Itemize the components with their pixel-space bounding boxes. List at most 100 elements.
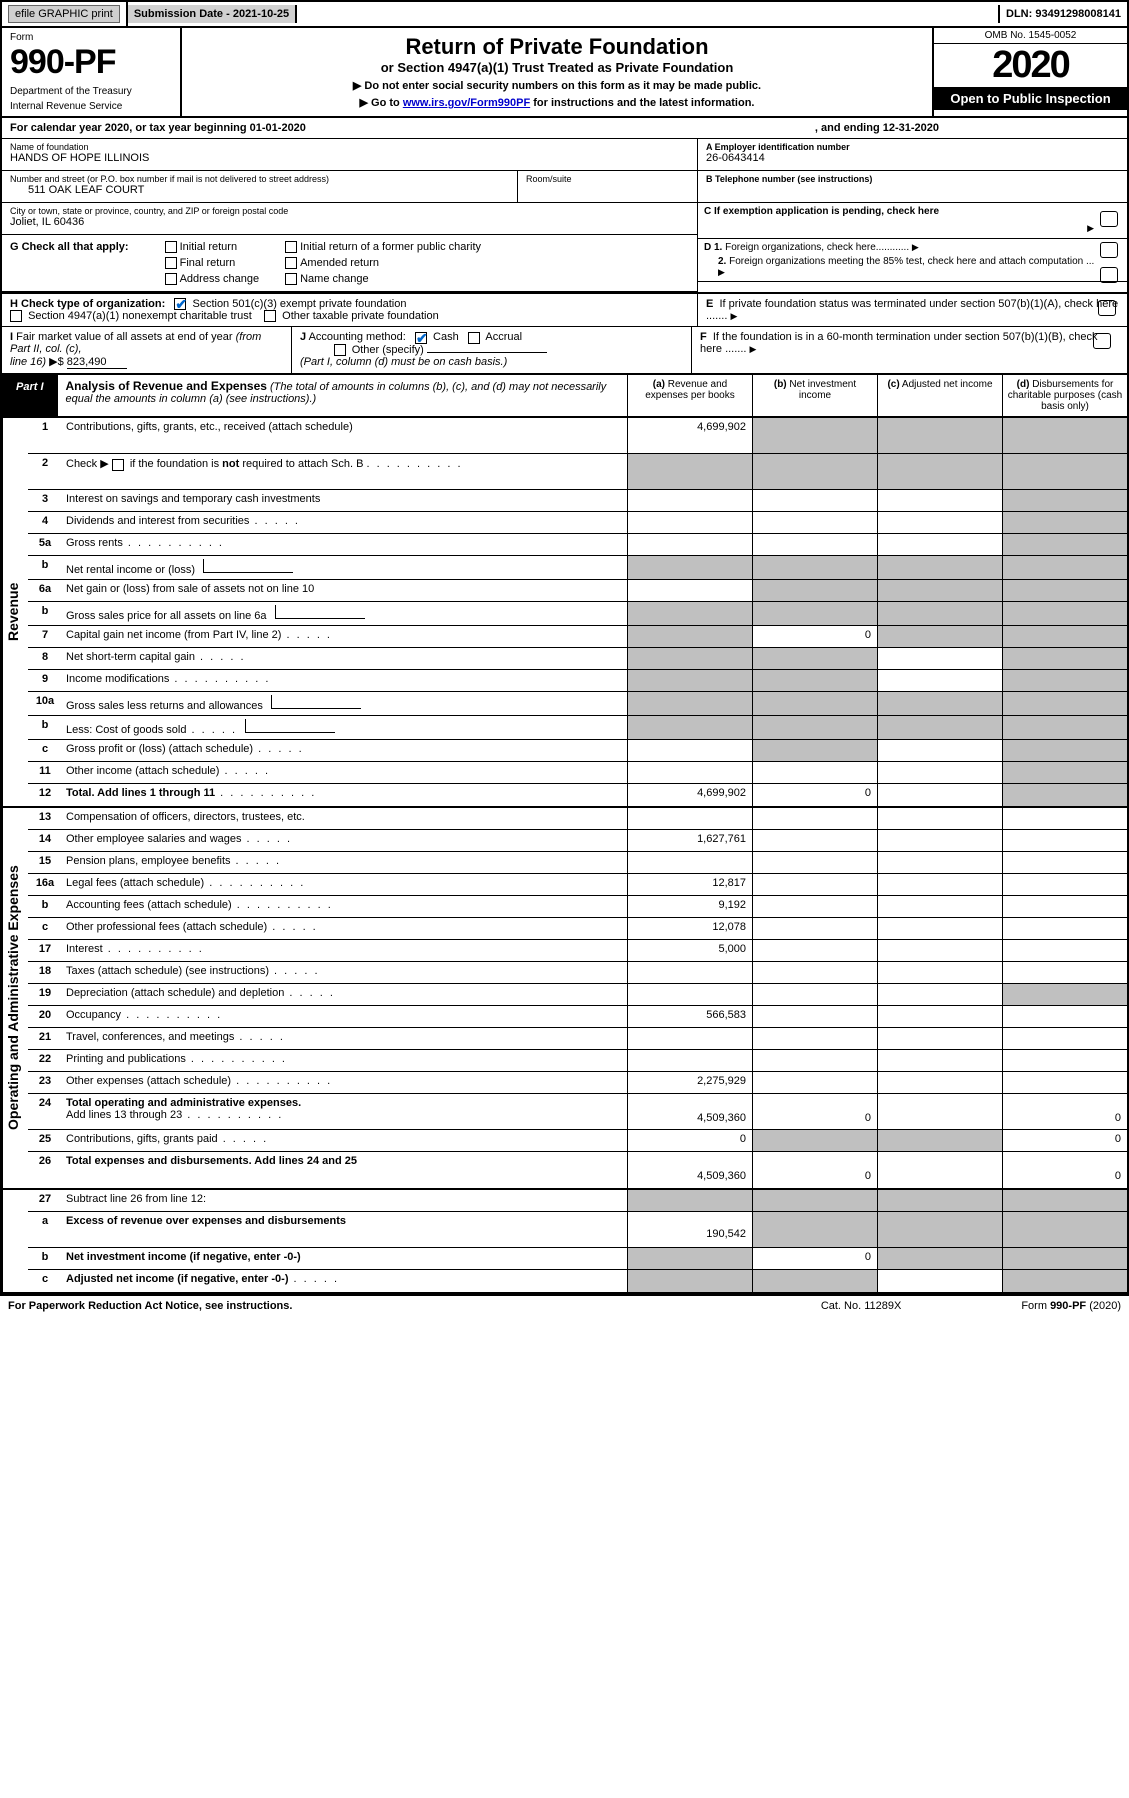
- j-cash: Cash: [433, 331, 459, 343]
- ein-cell: A Employer identification number 26-0643…: [698, 139, 1127, 171]
- form-link[interactable]: www.irs.gov/Form990PF: [403, 97, 530, 109]
- header-right: OMB No. 1545-0052 2020 Open to Public In…: [932, 28, 1127, 116]
- arrow-icon: [912, 242, 922, 253]
- h-501c3: Section 501(c)(3) exempt private foundat…: [192, 298, 406, 310]
- g-check-row: G Check all that apply: Initial return I…: [2, 235, 697, 292]
- omb-number: OMB No. 1545-0052: [934, 28, 1127, 44]
- street-cell: Number and street (or P.O. box number if…: [2, 171, 517, 203]
- h-lead: H Check type of organization:: [10, 298, 165, 310]
- checkbox-icon[interactable]: [415, 332, 427, 344]
- header-mid: Return of Private Foundation or Section …: [182, 28, 932, 116]
- checkbox-icon[interactable]: [468, 332, 480, 344]
- dept-treasury: Department of the Treasury: [10, 86, 172, 97]
- info-left: Name of foundation HANDS OF HOPE ILLINOI…: [2, 139, 697, 292]
- row-19: 19Depreciation (attach schedule) and dep…: [28, 984, 1127, 1006]
- checkbox-icon[interactable]: [285, 241, 297, 253]
- goto-post: for instructions and the latest informat…: [530, 97, 754, 109]
- row-17: 17Interest5,000: [28, 940, 1127, 962]
- open-public: Open to Public Inspection: [934, 87, 1127, 110]
- goto-note: ▶ Go to www.irs.gov/Form990PF for instru…: [202, 96, 912, 109]
- row-10c: cGross profit or (loss) (attach schedule…: [28, 740, 1127, 762]
- form-header: Form 990-PF Department of the Treasury I…: [2, 28, 1127, 118]
- g-lead: G Check all that apply:: [10, 241, 129, 253]
- name-label: Name of foundation: [10, 142, 689, 152]
- revenue-section: Revenue 1Contributions, gifts, grants, e…: [2, 418, 1127, 808]
- row-2: 2Check ▶ if the foundation is not requir…: [28, 454, 1127, 490]
- inline-input[interactable]: [275, 605, 365, 619]
- checkbox-icon[interactable]: [1093, 333, 1111, 349]
- g-opt-initial-former: Initial return of a former public charit…: [285, 241, 481, 253]
- row-21: 21Travel, conferences, and meetings: [28, 1028, 1127, 1050]
- row-15: 15Pension plans, employee benefits: [28, 852, 1127, 874]
- checkbox-icon[interactable]: [112, 459, 124, 471]
- cal-begin: For calendar year 2020, or tax year begi…: [10, 122, 306, 134]
- row-27a: aExcess of revenue over expenses and dis…: [28, 1212, 1127, 1248]
- entity-info: Name of foundation HANDS OF HOPE ILLINOI…: [2, 139, 1127, 294]
- row-10a: 10aGross sales less returns and allowanc…: [28, 692, 1127, 716]
- form-page: efile GRAPHIC print Submission Date - 20…: [0, 0, 1129, 1296]
- page-footer: For Paperwork Reduction Act Notice, see …: [0, 1296, 1129, 1316]
- pra-notice: For Paperwork Reduction Act Notice, see …: [8, 1300, 821, 1312]
- checkbox-icon[interactable]: [285, 273, 297, 285]
- checkbox-icon[interactable]: [285, 257, 297, 269]
- e-cell: E E If private foundation status was ter…: [697, 294, 1127, 326]
- room-label: Room/suite: [526, 174, 689, 184]
- efile-print-button[interactable]: efile GRAPHIC print: [8, 5, 120, 23]
- street-address: 511 OAK LEAF COURT: [10, 184, 509, 196]
- row-27c: cAdjusted net income (if negative, enter…: [28, 1270, 1127, 1292]
- checkbox-icon[interactable]: [1098, 300, 1116, 316]
- i-cell: I I Fair market value of all assets at e…: [2, 327, 292, 373]
- checkbox-icon[interactable]: [174, 298, 186, 310]
- arrow-icon: [750, 343, 760, 355]
- row-6b: bGross sales price for all assets on lin…: [28, 602, 1127, 626]
- col-d-hdr: (d) Disbursements for charitable purpose…: [1002, 375, 1127, 416]
- row-24: 24Total operating and administrative exp…: [28, 1094, 1127, 1130]
- inline-input[interactable]: [203, 559, 293, 573]
- checkbox-icon[interactable]: [165, 241, 177, 253]
- j-accrual: Accrual: [485, 331, 522, 343]
- other-input[interactable]: [427, 352, 547, 353]
- addr-label: Number and street (or P.O. box number if…: [10, 174, 509, 184]
- row-18: 18Taxes (attach schedule) (see instructi…: [28, 962, 1127, 984]
- row-7: 7Capital gain net income (from Part IV, …: [28, 626, 1127, 648]
- i-value: 823,490: [67, 356, 127, 369]
- checkbox-icon[interactable]: [165, 257, 177, 269]
- opex-side-label: Operating and Administrative Expenses: [2, 808, 28, 1188]
- checkbox-icon[interactable]: [1100, 211, 1118, 227]
- row-12: 12Total. Add lines 1 through 114,699,902…: [28, 784, 1127, 806]
- revenue-rows: 1Contributions, gifts, grants, etc., rec…: [28, 418, 1127, 806]
- checkbox-icon[interactable]: [1100, 242, 1118, 258]
- opex-rows: 13Compensation of officers, directors, t…: [28, 808, 1127, 1188]
- col-b-hdr: (b) Net investment income: [752, 375, 877, 416]
- row-25: 25Contributions, gifts, grants paid00: [28, 1130, 1127, 1152]
- checkbox-icon[interactable]: [334, 344, 346, 356]
- f-cell: F F If the foundation is in a 60-month t…: [692, 327, 1122, 373]
- checkbox-icon[interactable]: [10, 310, 22, 322]
- checkbox-icon[interactable]: [1100, 267, 1118, 283]
- row-26: 26Total expenses and disbursements. Add …: [28, 1152, 1127, 1188]
- phone-label: B Telephone number (see instructions): [706, 174, 1119, 184]
- inline-input[interactable]: [271, 695, 361, 709]
- dln: DLN: 93491298008141: [998, 5, 1127, 23]
- g-opt-name: Name change: [285, 273, 481, 285]
- inline-input[interactable]: [245, 719, 335, 733]
- row-10b: bLess: Cost of goods sold: [28, 716, 1127, 740]
- row-8: 8Net short-term capital gain: [28, 648, 1127, 670]
- row-14: 14Other employee salaries and wages1,627…: [28, 830, 1127, 852]
- row-16a: 16aLegal fees (attach schedule)12,817: [28, 874, 1127, 896]
- phone-cell: B Telephone number (see instructions): [698, 171, 1127, 203]
- room-cell: Room/suite: [517, 171, 697, 203]
- row-27b: bNet investment income (if negative, ent…: [28, 1248, 1127, 1270]
- city-cell: City or town, state or province, country…: [2, 203, 697, 235]
- form-label: Form: [10, 32, 172, 43]
- ssn-note: ▶ Do not enter social security numbers o…: [202, 79, 912, 92]
- h-4947: Section 4947(a)(1) nonexempt charitable …: [28, 310, 252, 322]
- ein-label: A Employer identification number: [706, 142, 1119, 152]
- j-other: Other (specify): [352, 344, 424, 356]
- checkbox-icon[interactable]: [264, 310, 276, 322]
- goto-pre: ▶ Go to: [360, 97, 403, 109]
- h-cell: H Check type of organization: Section 50…: [2, 294, 697, 326]
- calendar-year-row: For calendar year 2020, or tax year begi…: [2, 118, 1127, 139]
- c-pending-cell: C If exemption application is pending, c…: [698, 203, 1127, 239]
- checkbox-icon[interactable]: [165, 273, 177, 285]
